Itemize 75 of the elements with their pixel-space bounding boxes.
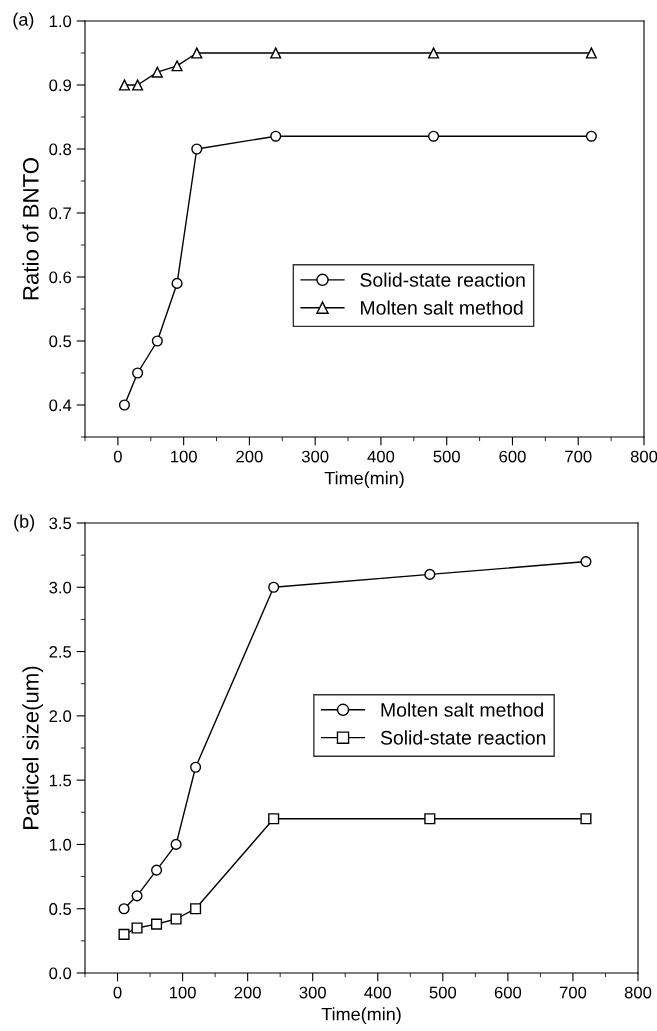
point [171,277,183,289]
x-tick-label: 600 [499,450,526,463]
point [151,918,163,930]
y-tick-label: 0.8 [49,143,72,156]
legend-label: Molten salt method [361,300,523,315]
x-tick-label: 600 [494,986,522,999]
point [580,813,592,825]
x-tick-label: 800 [630,450,657,463]
text: (a) [13,12,34,30]
y-tick-label: 0.9 [49,79,72,92]
y-tick-label: 0.7 [49,207,71,220]
x-tick-label: 300 [299,986,326,999]
point [427,47,440,59]
x-tick-label: 200 [236,450,263,463]
y-tick-label: 3.0 [49,581,72,594]
y-tick-label: 2.5 [49,645,72,658]
y-tick-label: 0.5 [49,335,72,348]
point [424,568,436,580]
point [171,60,183,72]
point [580,556,592,568]
x-axis-title: Time(min) [321,1007,401,1025]
point [270,47,282,59]
y-tick-label: 0.6 [49,271,72,284]
point [118,79,131,91]
x-tick-label: 800 [624,986,652,999]
y-tick-label: 0.5 [49,903,72,915]
point [170,838,182,850]
point [424,813,436,825]
point [191,47,203,59]
point [190,903,202,915]
x-tick-label: 400 [367,450,395,463]
point [268,581,280,593]
point [151,864,163,876]
x-axis-title: Time(min) [324,471,404,489]
x-tick-label: 500 [433,450,460,463]
x-tick-label: 500 [429,986,457,999]
y-tick-label: 3.5 [49,517,72,530]
point [268,813,280,825]
text: (b) [14,514,35,532]
y-tick-label: 0.4 [49,399,72,412]
y-tick-label: 1.0 [49,15,72,28]
point [585,130,597,142]
point [270,130,282,142]
y-axis-title: Ratio of BNTO [22,158,39,300]
point [118,928,130,940]
point [170,913,182,925]
point [118,903,130,915]
x-tick-label: 700 [559,986,587,999]
x-tick-label: 200 [234,986,261,999]
point [190,761,202,773]
legend-label: Solid-state reaction [360,272,525,287]
y-tick-label: 0.0 [49,967,72,980]
x-tick-label: 300 [301,450,329,463]
y-axis-title: Particel size(um) [22,666,44,829]
x-tick-label: 700 [565,450,592,463]
point [132,367,144,379]
y-tick-label: 1.5 [49,774,72,787]
y-tick-label: 1.0 [49,838,72,851]
legend-label: Solid-state reaction [380,730,546,745]
legend-label: Molten salt method [381,702,543,717]
point [151,335,163,347]
point [118,399,131,411]
point [151,66,163,78]
y-tick-label: 2.0 [49,710,72,723]
point [132,79,144,91]
point [131,922,143,934]
point [427,130,440,142]
point [585,47,597,59]
x-tick-label: 0 [113,450,122,463]
point [191,143,203,155]
x-tick-label: 100 [171,450,197,463]
x-tick-label: 400 [364,986,392,999]
x-tick-label: 0 [113,986,122,999]
x-tick-label: 100 [169,986,196,999]
point [131,890,143,902]
